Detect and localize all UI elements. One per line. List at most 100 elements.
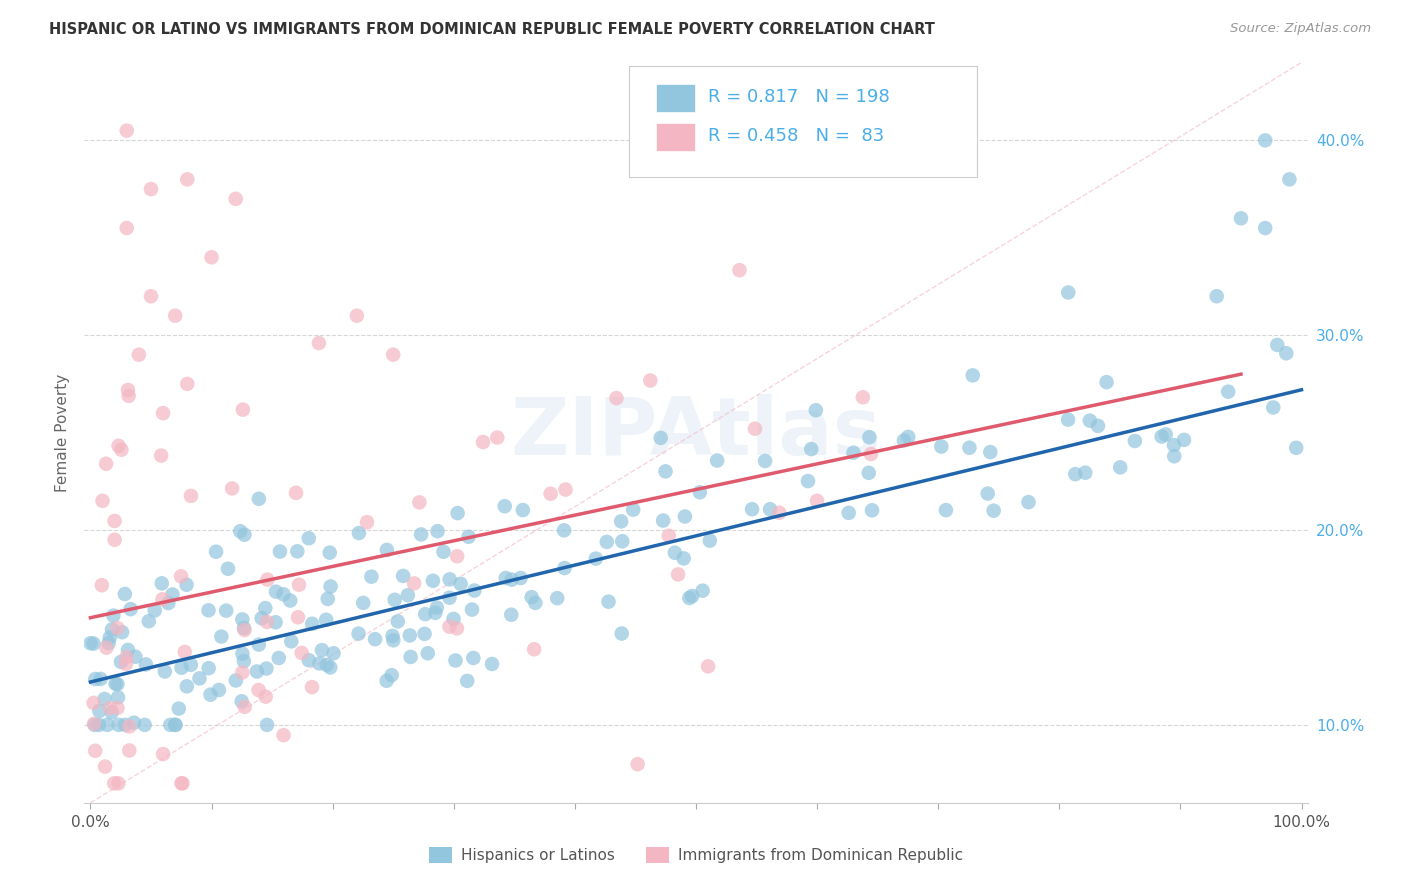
Text: Source: ZipAtlas.com: Source: ZipAtlas.com xyxy=(1230,22,1371,36)
Point xyxy=(554,483,576,497)
Point xyxy=(298,653,321,667)
Point xyxy=(256,573,278,587)
Point xyxy=(977,486,1000,500)
Point xyxy=(381,668,404,682)
Point xyxy=(115,657,138,671)
Point xyxy=(117,643,139,657)
Point xyxy=(697,659,720,673)
Point xyxy=(170,776,193,790)
Point xyxy=(553,524,575,538)
Point xyxy=(231,612,253,626)
Point xyxy=(278,593,301,607)
Point xyxy=(806,493,828,508)
Point xyxy=(860,503,883,517)
Point xyxy=(654,464,676,478)
Point xyxy=(319,546,342,560)
Point xyxy=(301,616,323,631)
Point xyxy=(83,637,105,651)
Point xyxy=(94,759,117,773)
Point xyxy=(681,589,703,603)
Point xyxy=(247,638,270,652)
Point xyxy=(439,572,461,586)
Point xyxy=(103,776,125,790)
Point xyxy=(107,701,129,715)
Point xyxy=(356,515,378,529)
FancyBboxPatch shape xyxy=(628,66,977,178)
Point xyxy=(89,704,111,718)
Point xyxy=(838,506,860,520)
Point xyxy=(935,503,957,517)
Point xyxy=(221,482,243,496)
Point xyxy=(91,493,114,508)
Point xyxy=(800,442,823,456)
Point xyxy=(316,591,339,606)
Point xyxy=(494,500,516,514)
Point xyxy=(87,718,110,732)
Point xyxy=(232,654,254,668)
Text: ZIPAtlas: ZIPAtlas xyxy=(510,393,882,472)
Text: R = 0.458   N =  83: R = 0.458 N = 83 xyxy=(709,128,884,145)
Point xyxy=(439,620,461,634)
Point xyxy=(381,629,404,643)
Point xyxy=(744,422,766,436)
Point xyxy=(1057,285,1080,300)
Point xyxy=(759,502,782,516)
FancyBboxPatch shape xyxy=(655,123,695,152)
Point xyxy=(118,743,141,757)
Point xyxy=(768,506,790,520)
Point xyxy=(501,573,523,587)
Point xyxy=(1205,289,1227,303)
Point xyxy=(197,661,219,675)
Point xyxy=(209,630,232,644)
Point xyxy=(247,491,270,506)
Point xyxy=(585,551,607,566)
Point xyxy=(287,610,309,624)
Point xyxy=(264,615,287,630)
Point xyxy=(176,679,198,693)
Point xyxy=(1275,346,1298,360)
Point xyxy=(472,435,495,450)
Point xyxy=(103,514,125,528)
Point xyxy=(225,192,247,206)
Point xyxy=(298,531,321,545)
Point xyxy=(311,643,333,657)
Point xyxy=(692,583,714,598)
Point xyxy=(107,690,129,705)
Point xyxy=(411,527,433,541)
Point xyxy=(399,649,422,664)
Point xyxy=(1123,434,1146,448)
Point xyxy=(443,612,465,626)
Point xyxy=(176,578,198,592)
Point xyxy=(90,672,112,686)
Point xyxy=(754,454,776,468)
Point xyxy=(1163,438,1185,452)
Point xyxy=(122,715,145,730)
Point xyxy=(173,645,195,659)
Point xyxy=(150,449,173,463)
Point xyxy=(134,718,156,732)
Point xyxy=(858,466,880,480)
Point xyxy=(165,718,187,732)
Point xyxy=(165,718,187,732)
Point xyxy=(246,665,269,679)
Point xyxy=(172,776,194,790)
Point xyxy=(706,453,728,467)
Point xyxy=(111,625,134,640)
Point xyxy=(229,524,252,539)
Point xyxy=(1263,401,1285,415)
Point xyxy=(128,348,150,362)
Point xyxy=(610,626,633,640)
Point xyxy=(893,434,915,448)
Point xyxy=(225,673,247,688)
Point xyxy=(1087,418,1109,433)
Point xyxy=(117,383,139,397)
Point xyxy=(103,608,125,623)
Point xyxy=(457,530,479,544)
Point xyxy=(416,646,439,660)
Point xyxy=(897,430,920,444)
Point xyxy=(463,583,485,598)
Y-axis label: Female Poverty: Female Poverty xyxy=(55,374,70,491)
Point xyxy=(1218,384,1240,399)
Point xyxy=(612,534,634,549)
Point xyxy=(426,524,449,539)
